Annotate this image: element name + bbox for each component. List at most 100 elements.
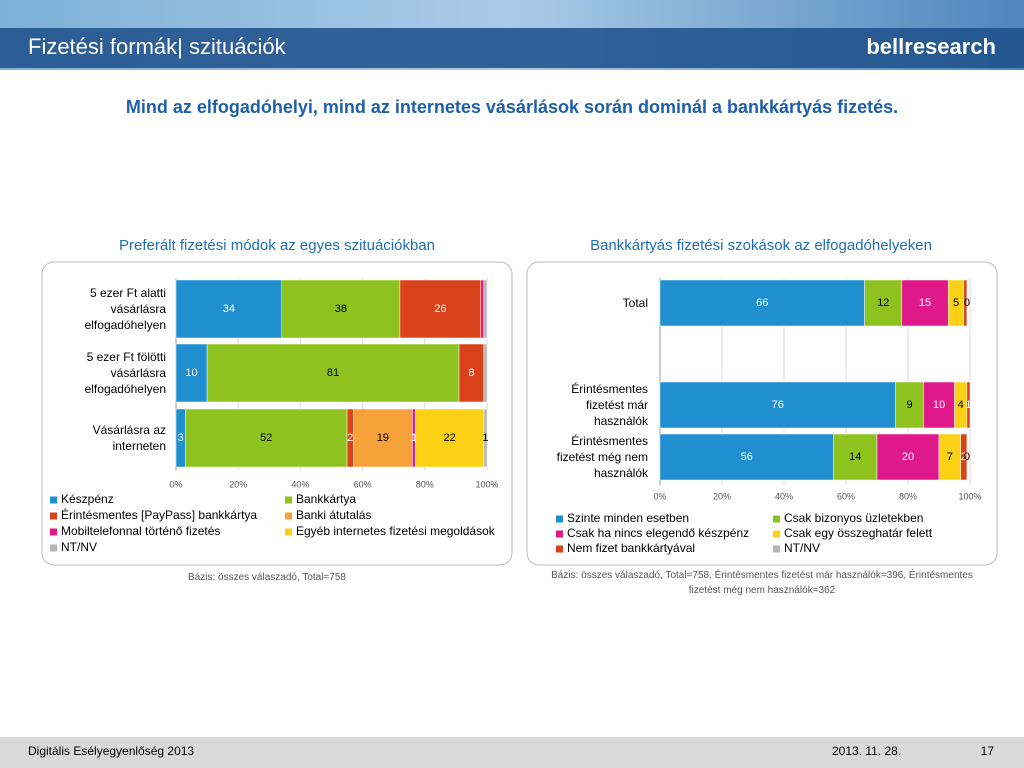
legend-swatch (285, 496, 292, 504)
bar-segment (206, 343, 460, 403)
value-label: 9 (906, 399, 912, 411)
footer-date: 2013. 11. 28. (832, 744, 901, 758)
logo: bellresearch (866, 34, 996, 59)
bar-segment (923, 381, 955, 429)
legend-label: Csak bizonyos üzletekben (784, 511, 923, 525)
value-label: 19 (377, 432, 389, 444)
legend-label: Csak ha nincs elegendő készpénz (567, 526, 749, 540)
legend-label: Banki átutalás (296, 508, 371, 522)
bar-segment (659, 381, 896, 429)
value-label: 14 (849, 451, 861, 463)
headline: Mind az elfogadóhelyi, mind az internete… (126, 97, 898, 117)
category-label: Vásárlásra az interneten (92, 423, 166, 453)
x-tick-label: 0% (169, 479, 182, 489)
bar-segment (175, 343, 208, 403)
category-label: 5 ezer Ft fölötti vásárlásra elfogadóhel… (84, 350, 166, 396)
bar-segment (659, 279, 865, 327)
value-label: 66 (756, 297, 768, 309)
x-tick-label: 80% (416, 479, 434, 489)
category-label: Érintésmentes fizetést már használók (571, 382, 648, 428)
legend-swatch (50, 544, 57, 552)
legend-swatch (556, 530, 563, 538)
value-label: 76 (772, 399, 784, 411)
legend-swatch (556, 545, 563, 553)
value-label: 1 (411, 432, 417, 444)
bar-segment (483, 408, 488, 468)
bar-segment (876, 433, 940, 481)
bar-segment (833, 433, 878, 481)
value-label: 52 (260, 432, 272, 444)
legend-swatch (50, 496, 57, 504)
value-label: 3 (178, 432, 184, 444)
legend-label: Nem fizet bankkártyával (567, 541, 695, 555)
value-label: 1 (965, 399, 971, 411)
legend-label: Egyéb internetes fizetési megoldások (296, 524, 496, 538)
note: Bázis: összes válaszadó, Total=758, Érin… (551, 570, 973, 596)
category-label: 5 ezer Ft alatti vásárlásra elfogadóhely… (84, 286, 166, 332)
x-tick-label: 100% (958, 491, 981, 501)
bar-segment (353, 408, 413, 468)
x-tick-label: 60% (354, 479, 372, 489)
value-label: 10 (185, 367, 197, 379)
note: Bázis: összes válaszadó, Total=758 (188, 572, 346, 583)
bar-segment (281, 279, 401, 339)
bar-segment (963, 279, 968, 327)
value-label: 81 (327, 367, 339, 379)
category-label: Total (622, 296, 648, 310)
value-label: 15 (919, 297, 931, 309)
value-label: 22 (444, 432, 456, 444)
value-label: 1 (482, 432, 488, 444)
value-label: 38 (335, 303, 347, 315)
value-label: 4 (958, 399, 964, 411)
bar-segment (483, 343, 488, 403)
footer-bg (0, 737, 1024, 768)
value-label: 2 (961, 451, 967, 463)
legend-label: Érintésmentes [PayPass] bankkártya (61, 507, 257, 522)
legend-swatch (773, 530, 780, 538)
value-label: 0 (964, 297, 970, 309)
legend-swatch (50, 528, 57, 536)
legend-swatch (50, 512, 57, 520)
legend-swatch (556, 515, 563, 523)
x-tick-label: 80% (899, 491, 917, 501)
bar-segment (901, 279, 949, 327)
value-label: 56 (741, 451, 753, 463)
slide-title: Fizetési formák| szituációk (28, 34, 287, 59)
value-label: 10 (933, 399, 945, 411)
x-tick-label: 20% (229, 479, 247, 489)
legend-label: NT/NV (784, 541, 820, 555)
bar-segment (175, 279, 282, 339)
value-label: 20 (902, 451, 914, 463)
x-tick-label: 100% (475, 479, 498, 489)
bar-segment (483, 279, 488, 339)
legend-swatch (773, 545, 780, 553)
bar-segment (185, 408, 348, 468)
legend-swatch (285, 528, 292, 536)
bar-segment (960, 433, 968, 481)
chart-title: Bankkártyás fizetési szokások az elfogad… (590, 237, 932, 254)
legend-swatch (285, 512, 292, 520)
value-label: 26 (434, 303, 446, 315)
x-tick-label: 40% (291, 479, 309, 489)
bar-segment (864, 279, 903, 327)
legend-swatch (773, 515, 780, 523)
x-tick-label: 20% (713, 491, 731, 501)
x-tick-label: 60% (837, 491, 855, 501)
footer-text: Digitális Esélyegyenlőség 2013 (28, 744, 194, 758)
bar-segment (966, 381, 971, 429)
x-tick-label: 0% (653, 491, 666, 501)
value-label: 12 (877, 297, 889, 309)
legend-label: Csak egy összeghatár felett (784, 526, 933, 540)
bar-segment (399, 279, 482, 339)
legend-label: NT/NV (61, 540, 97, 554)
bar-segment (480, 279, 485, 339)
chart-title: Preferált fizetési módok az egyes szituá… (119, 237, 435, 254)
legend-label: Mobiltelefonnal történő fizetés (61, 524, 220, 538)
legend-label: Bankkártya (296, 492, 356, 506)
bar-segment (415, 408, 485, 468)
legend-label: Készpénz (61, 492, 114, 506)
value-label: 34 (223, 303, 235, 315)
page-number: 17 (981, 744, 995, 758)
category-label: Érintésmentes fizetést még nem használók (556, 434, 648, 480)
